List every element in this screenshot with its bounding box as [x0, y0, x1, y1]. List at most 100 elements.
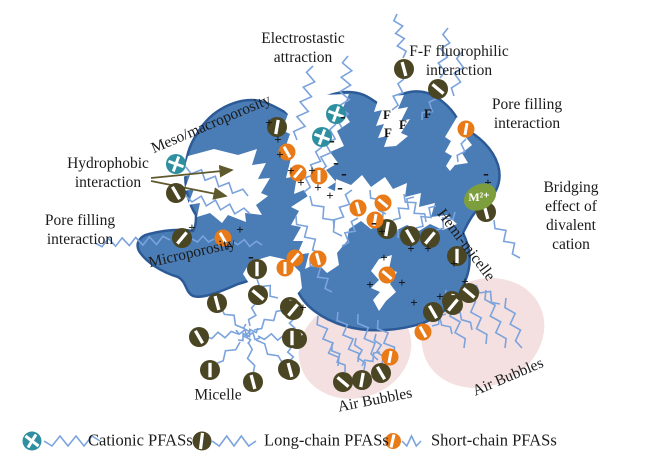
molecule-head-stripe — [462, 287, 476, 299]
molecule-head-stripe — [193, 329, 205, 345]
fluorocarbon-chain — [341, 217, 359, 247]
fluorocarbon-chain — [484, 289, 507, 349]
long-chain-pfas-icon — [172, 228, 192, 248]
short-chain-pfas-icon — [309, 250, 327, 268]
molecule-head-stripe — [287, 303, 299, 317]
molecule-head-stripe — [387, 350, 393, 364]
molecule-head-stripe — [372, 213, 378, 227]
legend-label-long-chain-pfass: Long-chain PFASs — [264, 430, 389, 450]
fluorocarbon-chain — [391, 78, 405, 111]
molecule-head-stripe — [404, 228, 416, 244]
fluorocarbon-chain — [353, 337, 367, 371]
legend-label-short-chain-pfass: Short-chain PFASs — [431, 430, 557, 450]
long-chain-pfas-icon — [166, 183, 186, 203]
fluorocarbon-chain — [191, 234, 215, 244]
pfas-molecules — [166, 59, 496, 392]
legend-label-cationic-pfass: Cationic PFASs — [88, 430, 193, 450]
fluorocarbon-chain — [493, 219, 521, 259]
short-chain-pfas-icon — [381, 348, 399, 366]
long-chain-pfas-icon — [267, 117, 287, 137]
long-chain-pfas-icon — [447, 246, 467, 266]
molecule-head-stripe — [314, 252, 322, 266]
molecule-head-stripe — [375, 365, 387, 381]
molecule-head-stripe — [289, 252, 301, 264]
fluorocarbon-chain — [256, 278, 279, 299]
fluorocarbon-chain — [246, 341, 256, 375]
fluorocarbon-chain — [214, 341, 241, 365]
fluorocarbon-chain — [237, 327, 259, 342]
legend-long-chain-icon — [192, 431, 212, 451]
label-hydrophobic-interaction: Hydrophobic interaction — [67, 155, 149, 191]
plus-mark: + — [326, 188, 333, 203]
molecule-head-stripe — [424, 231, 436, 245]
fluorocarbon-chain — [316, 315, 340, 367]
fluorocarbon-chain — [332, 189, 353, 229]
fluorocarbon-chain — [361, 351, 381, 367]
plus-mark: + — [398, 275, 405, 290]
long-chain-pfas-icon — [247, 259, 267, 279]
fluorocarbon-chain — [204, 330, 239, 340]
fluorocarbon-chain — [392, 13, 408, 59]
fluorocarbon-chain — [435, 211, 456, 231]
fluorine-mark: F — [383, 107, 391, 122]
molecule-head-stripe — [286, 362, 294, 378]
divalent-cation-bridge: M²⁺ — [463, 183, 497, 211]
molecule-head-stripe — [427, 304, 439, 320]
molecule-head-stripe — [447, 298, 459, 312]
cationic-pfas-icon — [326, 104, 346, 124]
molecule-head-stripe — [317, 128, 327, 146]
pore-micro — [371, 255, 397, 311]
label-ff-fluorophilic-interaction: F-F fluorophilic interaction — [409, 43, 509, 79]
fluorocarbon-chain — [415, 205, 437, 229]
long-chain-pfas-icon — [459, 283, 479, 303]
fluorocarbon-chain — [303, 146, 323, 193]
long-chain-pfas-icon — [352, 370, 372, 390]
fluorocarbon-chain — [421, 98, 437, 121]
fluorocarbon-chain — [185, 166, 249, 197]
fluorocarbon-chain — [235, 328, 261, 341]
plus-mark: + — [407, 241, 414, 256]
molecule-head-stripe — [400, 61, 408, 77]
legend-cationic-icon — [22, 431, 42, 451]
fluorocarbon-chain — [439, 317, 453, 335]
short-chain-pfas-icon — [310, 167, 328, 185]
minus-mark: - — [341, 164, 347, 183]
plus-mark: + — [410, 295, 417, 310]
short-chain-pfas-icon — [289, 164, 307, 182]
fluorocarbon-chain — [437, 27, 451, 79]
short-chain-pfas-icon — [374, 194, 392, 212]
long-chain-pfas-icon — [428, 79, 448, 99]
molecule-head-stripe — [170, 185, 182, 201]
long-chain-pfas-icon — [248, 285, 268, 305]
long-chain-pfas-icon — [282, 328, 302, 348]
fluorocarbon-chain — [450, 51, 465, 97]
short-chain-pfas-icon — [414, 323, 432, 341]
fluorine-mark: F — [399, 117, 407, 132]
molecule-head-stripe — [381, 269, 393, 281]
long-chain-pfas-icon — [243, 372, 263, 392]
long-chain-pfas-icon — [400, 226, 420, 246]
long-chain-pfas-icon — [207, 293, 227, 313]
hydrophobic-arrow-lower — [150, 180, 228, 200]
plus-mark: + — [484, 175, 491, 190]
hydrophobic-arrows — [150, 164, 234, 200]
molecule-head-stripe — [431, 83, 445, 95]
minus-mark: - — [248, 247, 254, 266]
label-pore-filling-interaction-left: Pore filling interaction — [44, 212, 116, 248]
fluorocarbon-chain — [94, 235, 171, 248]
pore-meso-left — [182, 149, 270, 223]
molecule-head-stripe — [282, 146, 292, 158]
fluorocarbon-chain — [459, 311, 473, 331]
molecule-head-stripe — [377, 197, 389, 209]
plus-mark: + — [366, 277, 373, 292]
long-chain-pfas-icon — [420, 228, 440, 248]
plus-mark: + — [450, 256, 457, 271]
molecule-head-stripe — [274, 119, 280, 135]
plus-mark: + — [236, 222, 243, 237]
long-chain-pfas-icon — [333, 372, 353, 392]
fluorocarbon-chain — [43, 434, 101, 448]
minus-mark: - — [483, 164, 489, 183]
molecule-head-stripe — [384, 221, 390, 237]
